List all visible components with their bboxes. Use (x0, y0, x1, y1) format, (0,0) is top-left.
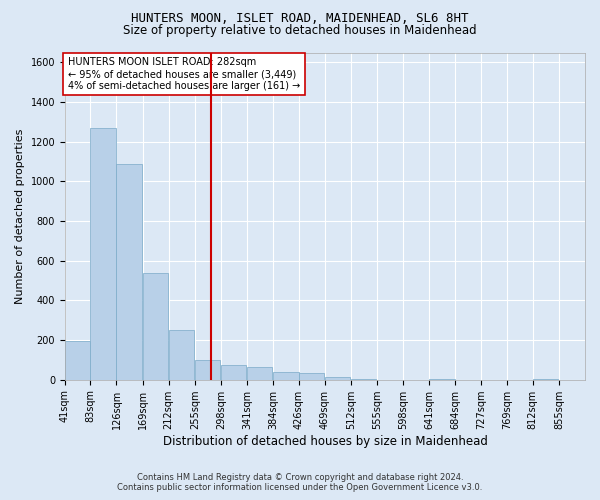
Bar (325, 376, 350, 380)
Bar (351, 378, 376, 380)
Bar (143, 272, 168, 380)
Text: Size of property relative to detached houses in Maidenhead: Size of property relative to detached ho… (123, 24, 477, 37)
Y-axis label: Number of detached properties: Number of detached properties (15, 128, 25, 304)
Bar (65, 341, 91, 380)
Bar (91, 128, 116, 380)
Text: Contains HM Land Registry data © Crown copyright and database right 2024.
Contai: Contains HM Land Registry data © Crown c… (118, 473, 482, 492)
Text: HUNTERS MOON ISLET ROAD: 282sqm
← 95% of detached houses are smaller (3,449)
4% : HUNTERS MOON ISLET ROAD: 282sqm ← 95% of… (68, 58, 300, 90)
Text: HUNTERS MOON, ISLET ROAD, MAIDENHEAD, SL6 8HT: HUNTERS MOON, ISLET ROAD, MAIDENHEAD, SL… (131, 12, 469, 26)
Bar (116, 164, 142, 380)
Bar (169, 330, 194, 380)
Bar (533, 378, 558, 380)
X-axis label: Distribution of detached houses by size in Maidenhead: Distribution of detached houses by size … (163, 434, 487, 448)
Bar (299, 373, 324, 380)
Bar (273, 372, 299, 380)
Bar (429, 378, 455, 380)
Bar (195, 360, 220, 380)
Bar (247, 367, 272, 380)
Bar (221, 365, 247, 380)
